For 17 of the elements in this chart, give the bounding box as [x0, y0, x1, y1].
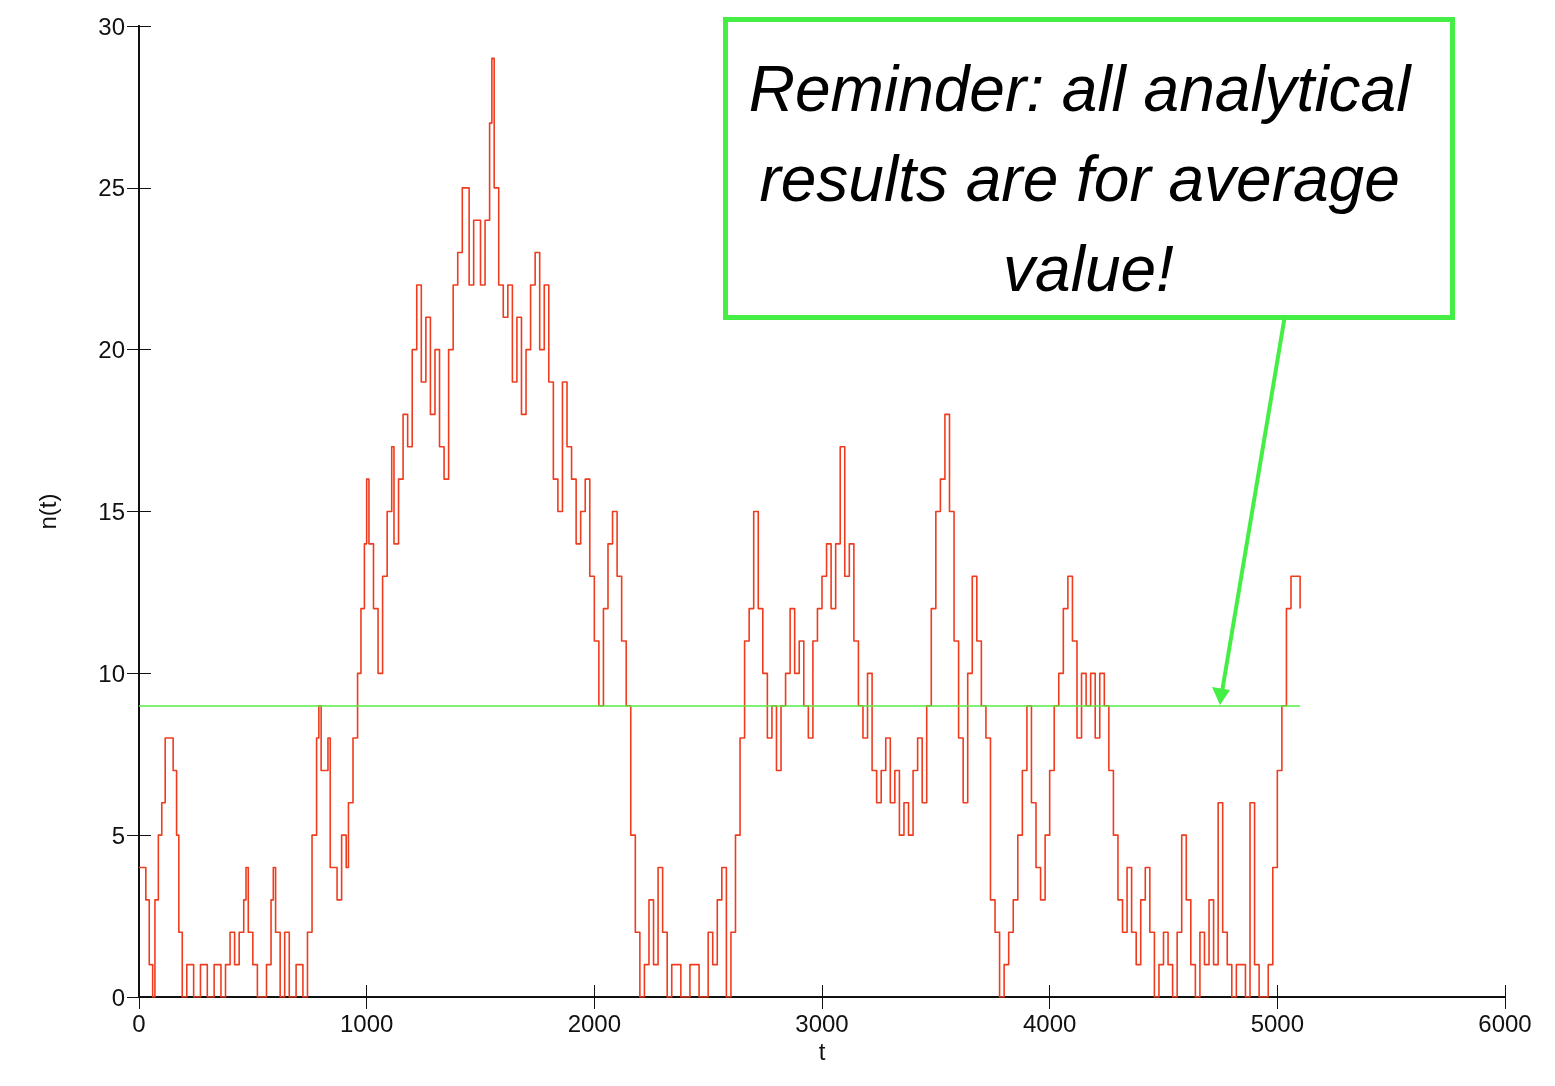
- x-tick-label: 4000: [1022, 1009, 1077, 1037]
- y-tick-label: 5: [111, 821, 125, 849]
- y-axis-title: n(t): [33, 493, 61, 530]
- y-tick-label: 30: [98, 12, 125, 40]
- x-tick-label: 1000: [339, 1009, 394, 1037]
- x-tick-label: 6000: [1478, 1009, 1532, 1037]
- y-tick-label: 0: [111, 983, 125, 1011]
- x-tick-label: 0: [132, 1009, 146, 1037]
- annotation: Reminder: all analytical results are for average value!: [748, 52, 1429, 305]
- y-tick-label: 25: [98, 174, 125, 202]
- y-tick-label: 10: [98, 659, 125, 687]
- x-axis-title: t: [818, 1038, 826, 1066]
- x-tick-label: 2000: [567, 1009, 622, 1037]
- x-tick-label: 3000: [795, 1009, 849, 1037]
- y-tick-label: 20: [98, 336, 125, 364]
- x-tick-label: 5000: [1250, 1009, 1305, 1037]
- y-tick-label: 15: [98, 498, 125, 525]
